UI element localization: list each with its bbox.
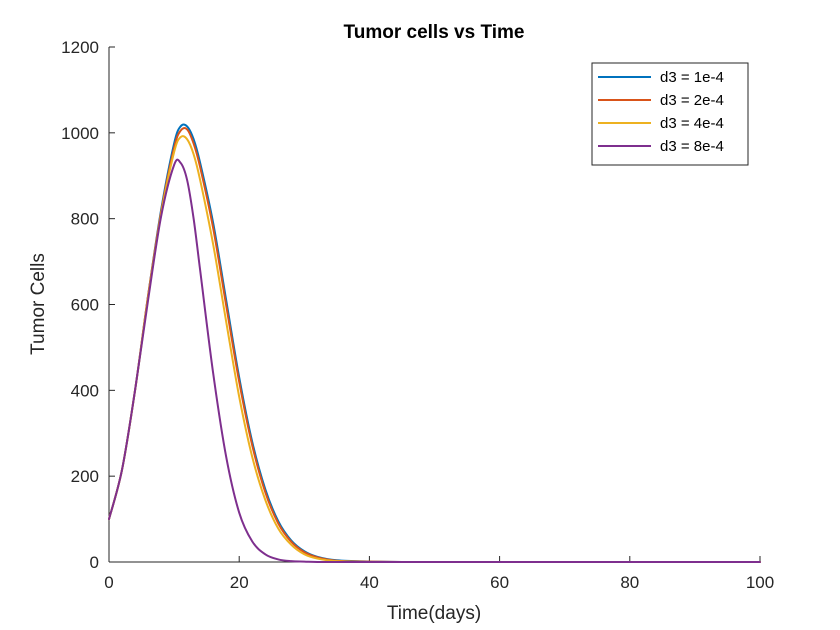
legend-label: d3 = 8e-4 <box>660 138 724 155</box>
y-tick-label: 600 <box>71 296 99 315</box>
x-tick-label: 60 <box>490 573 509 592</box>
y-tick-label: 400 <box>71 381 99 400</box>
y-tick-label: 200 <box>71 467 99 486</box>
y-tick-label: 0 <box>90 553 99 572</box>
y-tick-label: 800 <box>71 210 99 229</box>
series-line-1 <box>108 123 761 563</box>
x-tick-label: 20 <box>230 573 249 592</box>
y-tick-label: 1000 <box>61 124 99 143</box>
legend-label: d3 = 4e-4 <box>660 115 724 132</box>
x-tick-label: 0 <box>104 573 113 592</box>
legend-label: d3 = 2e-4 <box>660 92 724 109</box>
y-tick-label: 1200 <box>61 38 99 57</box>
y-axis-label: Tumor Cells <box>28 253 49 355</box>
legend: d3 = 1e-4 d3 = 2e-4 d3 = 4e-4 d3 = 8e-4 <box>591 62 749 166</box>
series-line-2 <box>108 127 761 563</box>
chart-title: Tumor cells vs Time <box>344 22 525 43</box>
series-line-4 <box>108 158 761 563</box>
x-axis-label: Time(days) <box>387 603 481 624</box>
x-tick-label: 100 <box>746 573 774 592</box>
x-tick-label: 80 <box>620 573 639 592</box>
legend-label: d3 = 1e-4 <box>660 69 724 86</box>
x-tick-label: 40 <box>360 573 379 592</box>
legend-box <box>591 62 749 166</box>
